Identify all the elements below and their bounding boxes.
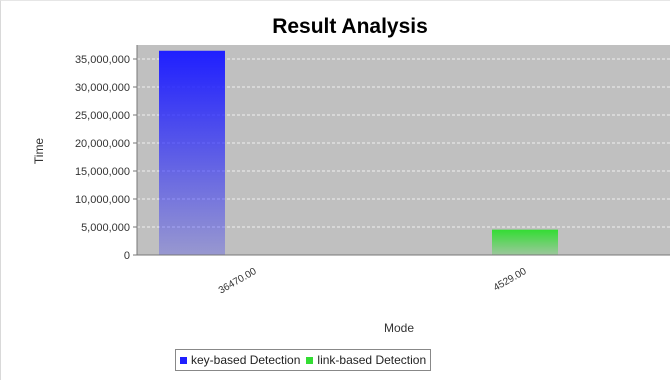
y-tick-label: 25,000,000 xyxy=(75,110,130,122)
y-tick-label: 20,000,000 xyxy=(75,138,130,150)
y-axis-label: Time xyxy=(32,138,46,165)
legend-item-key-based: key-based Detection xyxy=(180,353,300,367)
plot-area xyxy=(137,45,670,255)
x-category-label: 4529.00 xyxy=(492,266,529,294)
x-category-label: 36470.00 xyxy=(217,266,259,297)
y-tick-label: 35,000,000 xyxy=(75,54,130,66)
grid-lines xyxy=(137,58,670,228)
y-tick-label: 10,000,000 xyxy=(75,194,130,206)
bars xyxy=(159,50,558,255)
legend-item-link-based: link-based Detection xyxy=(306,353,426,367)
legend-swatch-key-based xyxy=(180,356,187,364)
y-tick-label: 5,000,000 xyxy=(81,222,130,234)
x-axis-label: Mode xyxy=(384,321,414,335)
legend-swatch-link-based xyxy=(306,356,314,364)
x-axis-categories: 36470.00 4529.00 xyxy=(217,266,529,297)
legend: key-based Detection link-based Detection xyxy=(175,349,432,371)
bar-link-based-detection-1 xyxy=(492,229,558,255)
bar-key-based-detection-0 xyxy=(159,50,225,255)
legend-label-link-based: link-based Detection xyxy=(317,353,427,367)
chart-title: Result Analysis xyxy=(272,15,428,38)
y-tick-label: 30,000,000 xyxy=(75,82,130,94)
y-axis-ticks: 0 5,000,000 10,000,000 15,000,000 20,000,000… xyxy=(75,54,137,262)
y-tick-label: 0 xyxy=(124,250,130,262)
y-tick-label: 15,000,000 xyxy=(75,166,130,178)
legend-label-key-based: key-based Detection xyxy=(191,353,301,367)
